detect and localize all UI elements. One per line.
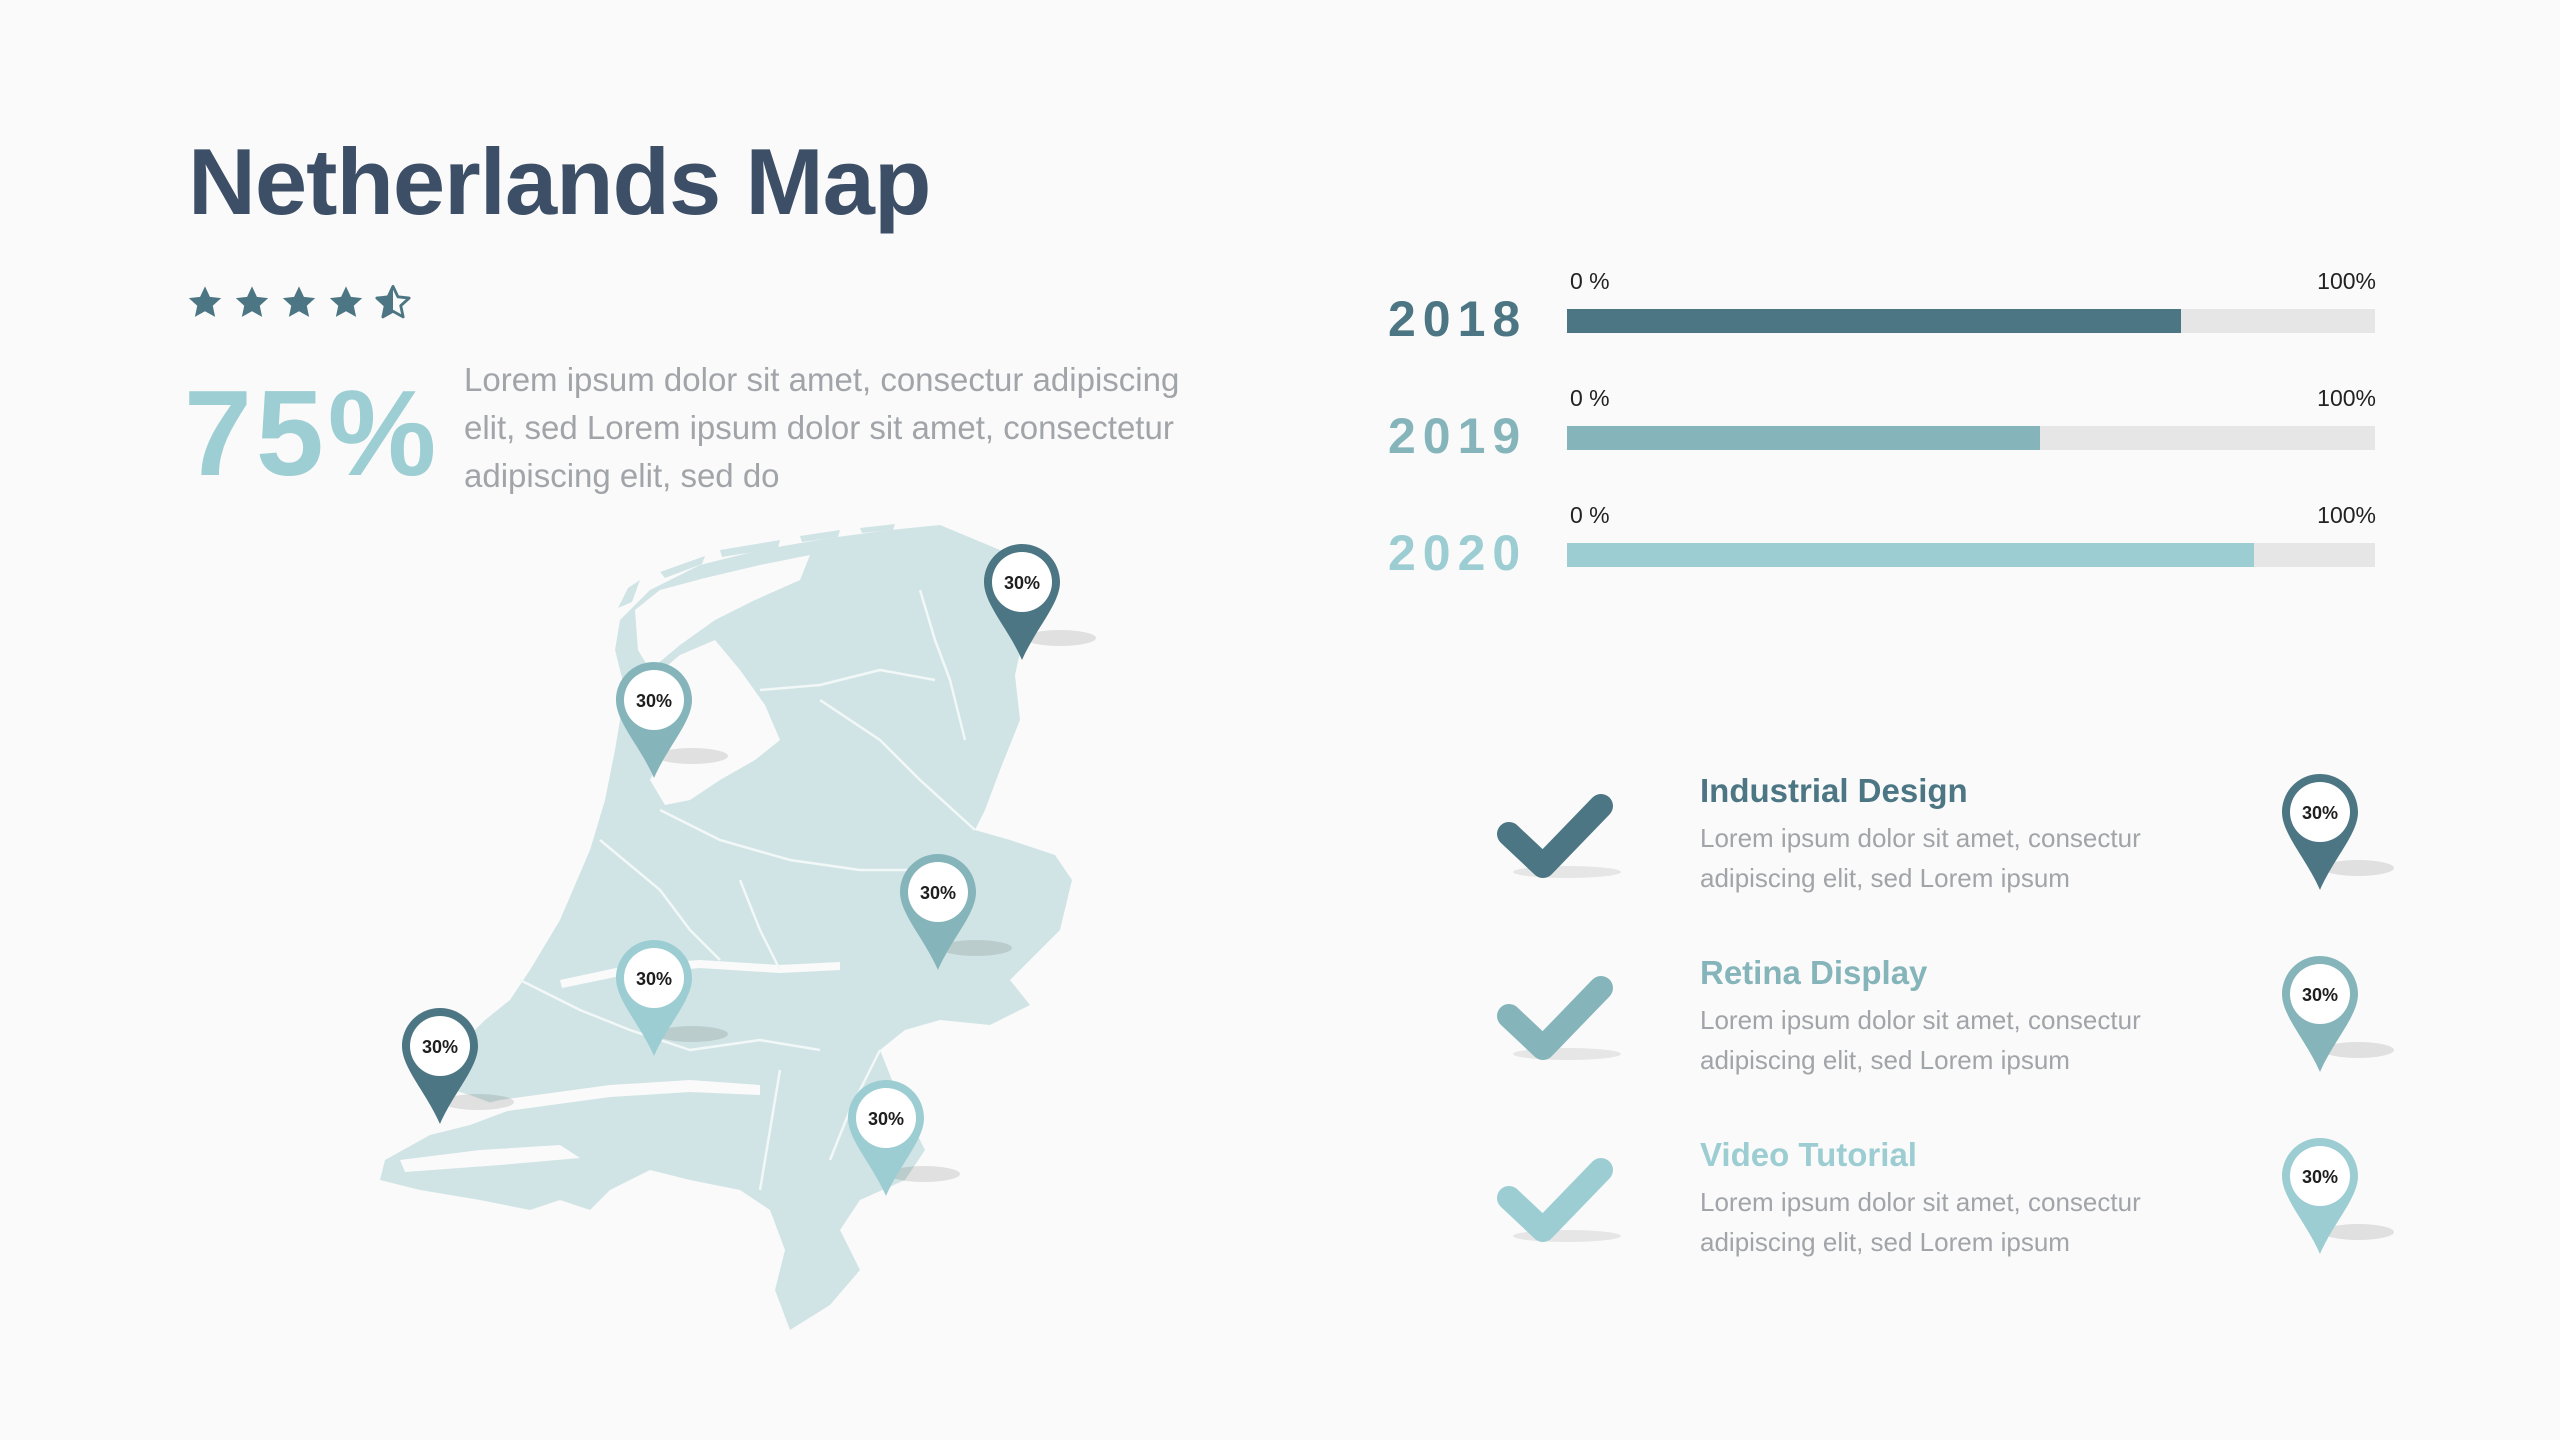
location-pin-icon: 30% — [982, 542, 1102, 722]
pin-label: 30% — [919, 883, 957, 903]
location-pin-icon: 30% — [898, 852, 1018, 1032]
bar-track — [1567, 309, 2375, 333]
checkmark-icon — [1495, 784, 1635, 894]
map-island-vlieland — [660, 556, 705, 578]
pin-label: 30% — [421, 1037, 459, 1057]
star-half-icon — [375, 284, 411, 319]
star-icon — [235, 286, 269, 317]
feature-description: Lorem ipsum dolor sit amet, consectur ad… — [1700, 1005, 2141, 1075]
map-island-terschelling — [720, 540, 780, 557]
intro-text: Lorem ipsum dolor sit amet, consectur ad… — [464, 361, 1180, 494]
location-pin-icon: 30% — [400, 1006, 520, 1186]
map-island-ameland — [800, 530, 840, 542]
map-waterway — [420, 1080, 760, 1132]
pin-label: 30% — [1003, 573, 1041, 593]
star-icon — [282, 286, 316, 317]
star-icon — [188, 286, 222, 317]
map-island-texel — [618, 580, 640, 608]
location-pin-icon: 30% — [2280, 772, 2400, 952]
location-pin-icon: 30% — [2280, 954, 2400, 1134]
bar-year: 2020 — [1388, 525, 1528, 581]
bar-max-label: 100% — [2317, 268, 2376, 294]
feature-title: Industrial Design — [1700, 772, 1968, 809]
pin-label: 30% — [2301, 1167, 2339, 1187]
rating-stars — [186, 284, 412, 322]
bar-year: 2019 — [1388, 408, 1528, 464]
bar-fill — [1567, 426, 2040, 450]
bar-fill — [1567, 543, 2254, 567]
location-pin-icon: 30% — [614, 938, 734, 1118]
star-icon — [329, 286, 363, 317]
feature-description: Lorem ipsum dolor sit amet, consectur ad… — [1700, 1187, 2141, 1257]
page-title: Netherlands Map — [188, 129, 931, 234]
bar-min-label: 0 % — [1570, 502, 1610, 528]
pin-label: 30% — [635, 691, 673, 711]
pin-label: 30% — [2301, 803, 2339, 823]
pin-label: 30% — [635, 969, 673, 989]
bar-year: 2018 — [1388, 291, 1528, 347]
map-waterway — [400, 1145, 580, 1172]
pin-label: 30% — [867, 1109, 905, 1129]
feature-title: Video Tutorial — [1700, 1136, 1917, 1173]
checkmark-icon — [1495, 1148, 1635, 1258]
checkmark-icon — [1495, 966, 1635, 1076]
location-pin-icon: 30% — [846, 1078, 966, 1258]
bar-min-label: 0 % — [1570, 385, 1610, 411]
map-waddenzee — [635, 555, 810, 670]
location-pin-icon: 30% — [2280, 1136, 2400, 1316]
feature-description: Lorem ipsum dolor sit amet, consectur ad… — [1700, 823, 2141, 893]
feature-title: Retina Display — [1700, 954, 1928, 991]
bar-max-label: 100% — [2317, 385, 2376, 411]
location-pin-icon: 30% — [614, 660, 734, 840]
pin-label: 30% — [2301, 985, 2339, 1005]
bar-min-label: 0 % — [1570, 268, 1610, 294]
headline-percent: 75% — [184, 365, 441, 501]
map-island-schiermonnikoog — [860, 524, 895, 533]
bar-fill — [1567, 309, 2182, 333]
bar-track — [1567, 426, 2375, 450]
bar-track — [1567, 543, 2375, 567]
bar-max-label: 100% — [2317, 502, 2376, 528]
